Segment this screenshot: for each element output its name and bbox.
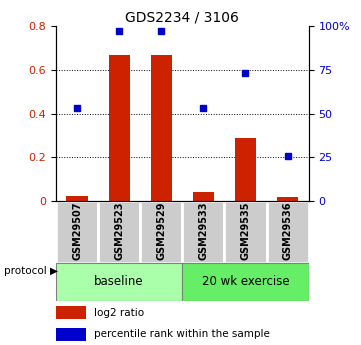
Bar — [193, 193, 214, 201]
Bar — [235, 138, 256, 201]
Text: GSM29523: GSM29523 — [114, 201, 124, 260]
Text: 20 wk exercise: 20 wk exercise — [202, 275, 289, 288]
Bar — [56, 263, 182, 301]
Title: GDS2234 / 3106: GDS2234 / 3106 — [125, 11, 239, 25]
Bar — [140, 201, 182, 263]
Bar — [56, 201, 98, 263]
Text: percentile rank within the sample: percentile rank within the sample — [94, 329, 270, 339]
Bar — [109, 56, 130, 201]
Bar — [56, 306, 86, 319]
Text: GSM29535: GSM29535 — [240, 201, 251, 260]
Bar — [225, 201, 266, 263]
Text: protocol ▶: protocol ▶ — [4, 266, 58, 276]
Text: GSM29536: GSM29536 — [283, 201, 293, 260]
Bar — [56, 328, 86, 341]
Bar — [266, 201, 309, 263]
Text: GSM29507: GSM29507 — [72, 201, 82, 260]
Bar — [277, 197, 298, 201]
Bar — [98, 201, 140, 263]
Bar — [151, 56, 172, 201]
Text: GSM29533: GSM29533 — [198, 201, 208, 260]
Text: log2 ratio: log2 ratio — [94, 307, 144, 317]
Text: baseline: baseline — [94, 275, 144, 288]
Bar — [66, 196, 87, 201]
Text: GSM29529: GSM29529 — [156, 201, 166, 260]
Bar — [182, 263, 309, 301]
Bar — [182, 201, 225, 263]
